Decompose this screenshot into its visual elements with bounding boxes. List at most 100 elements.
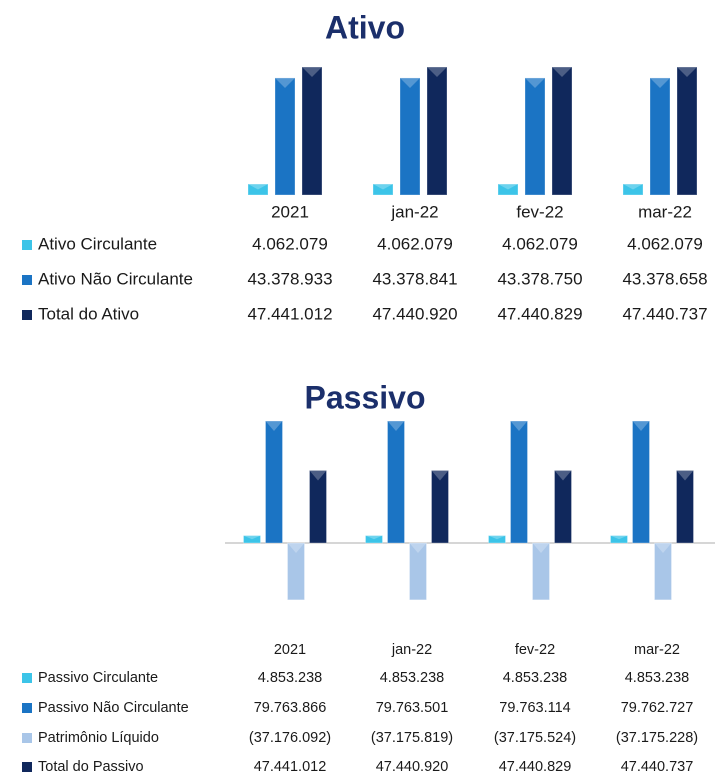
bar	[632, 420, 650, 544]
bar	[301, 66, 323, 196]
value-label: (37.175.819)	[371, 730, 453, 746]
bar	[622, 183, 644, 196]
legend-label: Patrimônio Líquido	[38, 730, 159, 746]
value-label: (37.175.524)	[494, 730, 576, 746]
bar-highlight	[373, 184, 393, 190]
value-label: 4.853.238	[258, 670, 323, 686]
value-label: 47.440.920	[372, 304, 457, 323]
value-label: 47.440.920	[376, 759, 449, 773]
bar-highlight	[632, 421, 650, 432]
legend-marker	[22, 240, 32, 250]
bar	[274, 77, 296, 196]
category-label: 2021	[271, 202, 309, 221]
bar	[488, 535, 506, 544]
value-label: 4.853.238	[625, 670, 690, 686]
bar-highlight	[243, 535, 261, 540]
bar-highlight	[400, 77, 420, 88]
legend-label: Total do Passivo	[38, 759, 144, 773]
value-label: 47.440.829	[497, 304, 582, 323]
bar-highlight	[554, 470, 572, 481]
bar-highlight	[387, 421, 405, 432]
value-label: 43.378.658	[622, 269, 707, 288]
bar-highlight	[552, 67, 572, 78]
category-label: fev-22	[515, 642, 555, 658]
value-label: 43.378.933	[247, 269, 332, 288]
bar-highlight	[623, 184, 643, 190]
legend-marker	[22, 733, 32, 743]
value-label: (37.176.092)	[249, 730, 331, 746]
bar-highlight	[309, 470, 327, 481]
value-label: 4.062.079	[377, 234, 453, 253]
bar	[497, 183, 519, 196]
value-label: 4.853.238	[380, 670, 445, 686]
legend-marker	[22, 275, 32, 285]
bar	[426, 66, 448, 196]
bar	[399, 77, 421, 196]
bar	[247, 183, 269, 196]
category-label: 2021	[274, 642, 306, 658]
value-label: 79.763.114	[499, 700, 571, 716]
category-label: mar-22	[638, 202, 692, 221]
bar-highlight	[676, 470, 694, 481]
value-label: 43.378.750	[497, 269, 582, 288]
bar-highlight	[677, 67, 697, 78]
bar-highlight	[431, 470, 449, 481]
bar	[654, 542, 672, 601]
bar	[676, 469, 694, 544]
chart-title: Ativo	[325, 9, 405, 45]
bar	[510, 420, 528, 544]
bar-highlight	[248, 184, 268, 190]
bar	[676, 66, 698, 196]
bar	[265, 420, 283, 544]
bar	[365, 535, 383, 544]
bar-highlight	[510, 421, 528, 432]
category-label: jan-22	[390, 202, 438, 221]
bar-highlight	[275, 77, 295, 88]
legend-label: Passivo Circulante	[38, 670, 158, 686]
value-label: 47.441.012	[247, 304, 332, 323]
bar-highlight	[302, 67, 322, 77]
bar	[554, 469, 572, 544]
value-label: 4.062.079	[627, 234, 703, 253]
bar	[524, 77, 546, 196]
legend-label: Total do Ativo	[38, 304, 139, 323]
bar	[431, 469, 449, 544]
bar-highlight	[287, 543, 305, 553]
category-label: mar-22	[634, 642, 680, 658]
chart-title: Passivo	[305, 379, 426, 415]
bar-highlight	[650, 77, 670, 88]
value-label: 4.062.079	[252, 234, 328, 253]
bar	[243, 535, 261, 544]
bar	[287, 542, 305, 601]
bar	[309, 469, 327, 544]
bar	[387, 420, 405, 544]
bar-highlight	[525, 77, 545, 88]
bar-highlight	[427, 67, 447, 78]
legend-marker	[22, 703, 32, 713]
bar-highlight	[498, 184, 518, 190]
bar	[532, 542, 550, 601]
bar	[649, 77, 671, 196]
value-label: 43.378.841	[372, 269, 457, 288]
legend-marker	[22, 310, 32, 320]
legend-label: Ativo Não Circulante	[38, 269, 193, 288]
bar	[551, 66, 573, 196]
bar-highlight	[654, 543, 672, 553]
legend-label: Ativo Circulante	[38, 234, 157, 253]
legend-marker	[22, 673, 32, 683]
bar-highlight	[265, 421, 283, 431]
value-label: 47.441.012	[254, 759, 327, 773]
legend-label: Passivo Não Circulante	[38, 700, 189, 716]
value-label: 47.440.737	[621, 759, 694, 773]
category-label: jan-22	[391, 642, 432, 658]
bar	[409, 542, 427, 601]
value-label: 4.062.079	[502, 234, 578, 253]
value-label: 4.853.238	[503, 670, 568, 686]
bar	[610, 535, 628, 544]
value-label: 47.440.829	[499, 759, 572, 773]
bar-highlight	[610, 535, 628, 540]
value-label: 79.763.501	[376, 700, 449, 716]
bar-highlight	[409, 543, 427, 553]
value-label: 79.762.727	[621, 700, 694, 716]
